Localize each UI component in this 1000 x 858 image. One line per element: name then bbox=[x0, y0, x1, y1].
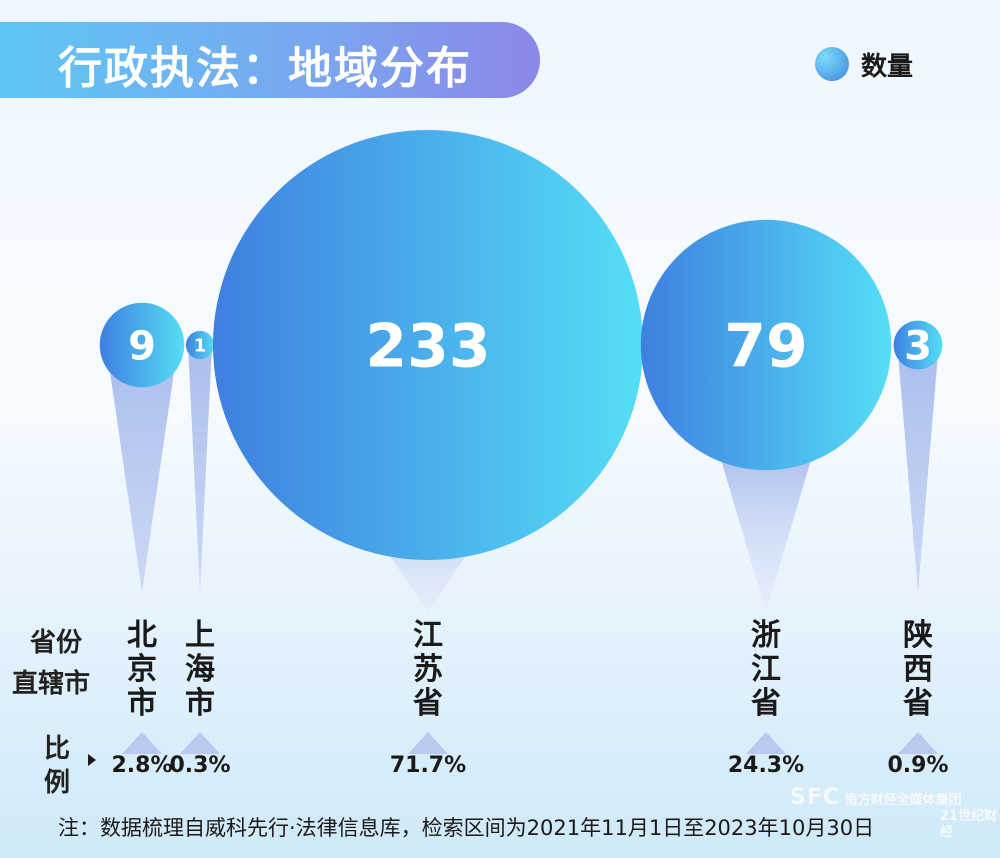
ratio-marker-shanghai bbox=[180, 732, 220, 754]
category-label-jiangsu-1: 苏 bbox=[413, 652, 443, 687]
title-banner: 行政执法：地域分布 bbox=[0, 22, 540, 98]
value-label-shanghai: 1 bbox=[194, 335, 207, 356]
ratio-marker-zhejiang bbox=[746, 732, 786, 754]
axis-head-region: 省份 直辖市 bbox=[12, 622, 90, 700]
category-label-zhejiang-2: 省 bbox=[751, 686, 781, 721]
cone-beijing bbox=[106, 345, 178, 592]
ratio-arrow-icon bbox=[88, 754, 96, 766]
category-label-jiangsu-2: 省 bbox=[413, 686, 443, 721]
category-label-beijing-2: 市 bbox=[127, 686, 157, 721]
bubble-zhejiang bbox=[640, 219, 892, 471]
ratio-label-zhejiang: 24.3% bbox=[728, 753, 804, 778]
category-label-shaanxi-2: 省 bbox=[903, 686, 933, 721]
watermark-org: 南方财经全媒体集团 bbox=[844, 793, 962, 808]
axis-head-region-bottom: 直辖市 bbox=[12, 669, 91, 699]
category-label-shanghai-0: 上 bbox=[185, 618, 215, 653]
category-label-shanghai-2: 市 bbox=[185, 686, 215, 721]
category-label-beijing-0: 北 bbox=[127, 618, 157, 653]
legend: 数量 bbox=[815, 46, 913, 82]
bubble-shanghai bbox=[185, 330, 215, 360]
page-title: 行政执法：地域分布 bbox=[58, 43, 472, 94]
value-label-jiangsu: 233 bbox=[365, 312, 490, 382]
category-label-shanghai-1: 海 bbox=[185, 652, 215, 687]
footnote: 注：数据梳理自威科先行·法律信息库，检索区间为2021年11月1日至2023年1… bbox=[58, 816, 875, 840]
ratio-label-beijing: 2.8% bbox=[111, 753, 172, 778]
legend-swatch bbox=[815, 47, 849, 81]
bubble-beijing bbox=[99, 302, 185, 388]
ratio-marker-shaanxi bbox=[898, 732, 938, 754]
watermark: SFC 南方财经全媒体集团 21世纪财经 bbox=[790, 787, 1000, 841]
axis-head-ratio: 比 例 bbox=[44, 732, 70, 800]
cone-shanghai bbox=[188, 345, 212, 592]
legend-label: 数量 bbox=[861, 51, 914, 82]
watermark-brand: SFC bbox=[790, 785, 841, 810]
ratio-label-shaanxi: 0.9% bbox=[887, 753, 948, 778]
category-label-shaanxi-1: 西 bbox=[903, 652, 933, 687]
axis-head-ratio-bottom: 例 bbox=[44, 768, 71, 798]
category-label-shaanxi-0: 陕 bbox=[903, 618, 933, 653]
axis-head-region-top: 省份 bbox=[30, 628, 83, 658]
category-label-jiangsu-0: 江 bbox=[413, 618, 443, 653]
ratio-marker-beijing bbox=[122, 732, 162, 754]
value-label-shaanxi: 3 bbox=[904, 323, 932, 369]
ratio-label-jiangsu: 71.7% bbox=[390, 753, 466, 778]
category-label-zhejiang-1: 江 bbox=[751, 652, 781, 687]
bubble-shaanxi bbox=[893, 320, 943, 370]
watermark-sub: 21世纪财经 bbox=[940, 809, 998, 840]
ratio-marker-jiangsu bbox=[408, 732, 448, 754]
bubble-jiangsu bbox=[213, 130, 643, 560]
category-label-zhejiang-0: 浙 bbox=[751, 618, 781, 653]
axis-head-ratio-top: 比 bbox=[44, 734, 71, 764]
ratio-label-shanghai: 0.3% bbox=[169, 753, 230, 778]
value-label-zhejiang: 79 bbox=[724, 312, 808, 382]
cone-shaanxi bbox=[897, 345, 939, 592]
category-label-beijing-1: 京 bbox=[127, 652, 157, 687]
value-label-beijing: 9 bbox=[128, 323, 156, 369]
